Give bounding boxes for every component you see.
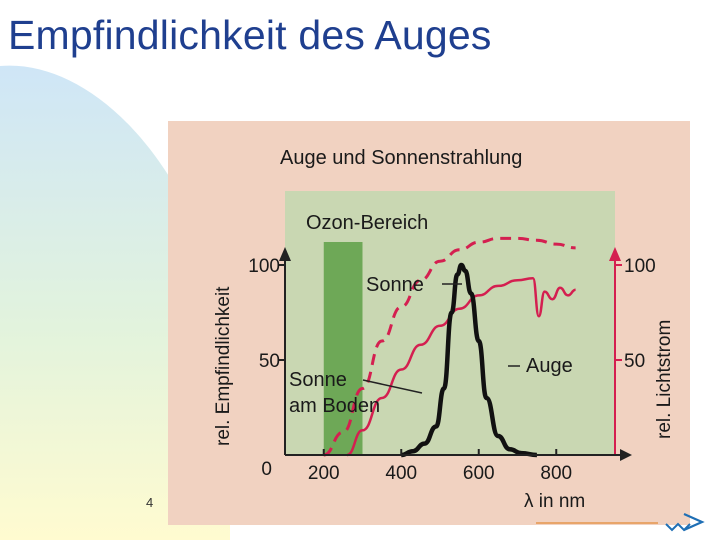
y-axis-left-arrow xyxy=(279,247,291,261)
y-ticks-right: 50 100 xyxy=(615,256,656,372)
page-number: 4 xyxy=(146,495,154,510)
y-tick-label-left: 0 xyxy=(261,459,272,480)
series-auge-line xyxy=(401,262,537,458)
y-tick-label-left: 100 xyxy=(248,256,280,277)
series-sonne-am-boden-line xyxy=(346,277,576,457)
chart-title: Auge und Sonnenstrahlung xyxy=(280,147,522,169)
label-sonne: Sonne xyxy=(366,274,424,296)
x-tick-label: 600 xyxy=(463,463,495,484)
x-tick-label: 400 xyxy=(385,463,417,484)
y-axis-right-label: rel. Lichtstrom xyxy=(654,320,675,439)
x-axis-arrow xyxy=(620,449,632,461)
chart: Auge und Sonnenstrahlung Ozon-Bereich 20… xyxy=(168,121,690,525)
nav-divider xyxy=(536,522,658,524)
x-tick-label: 200 xyxy=(308,463,340,484)
y-tick-label-right: 100 xyxy=(624,256,656,277)
label-auge: Auge xyxy=(526,355,573,377)
ozone-label: Ozon-Bereich xyxy=(306,212,428,234)
y-axis-right-arrow xyxy=(609,247,621,261)
next-arrow-icon[interactable] xyxy=(664,508,708,536)
x-tick-label: 800 xyxy=(540,463,572,484)
y-tick-label-right: 50 xyxy=(624,351,645,372)
x-ticks: 200 400 600 800 xyxy=(308,449,572,484)
y-axis-left-label: rel. Empfindlichkeit xyxy=(213,286,234,446)
y-ticks-left: 0 50 100 xyxy=(248,256,285,480)
y-tick-label-left: 50 xyxy=(259,351,280,372)
x-axis-label: λ in nm xyxy=(524,491,585,512)
ozone-band xyxy=(323,242,363,455)
label-sonne-am-boden: Sonne am Boden xyxy=(289,369,380,417)
slide-title: Empfindlichkeit des Auges xyxy=(8,12,492,58)
leader-sonne-am-boden xyxy=(362,379,423,394)
